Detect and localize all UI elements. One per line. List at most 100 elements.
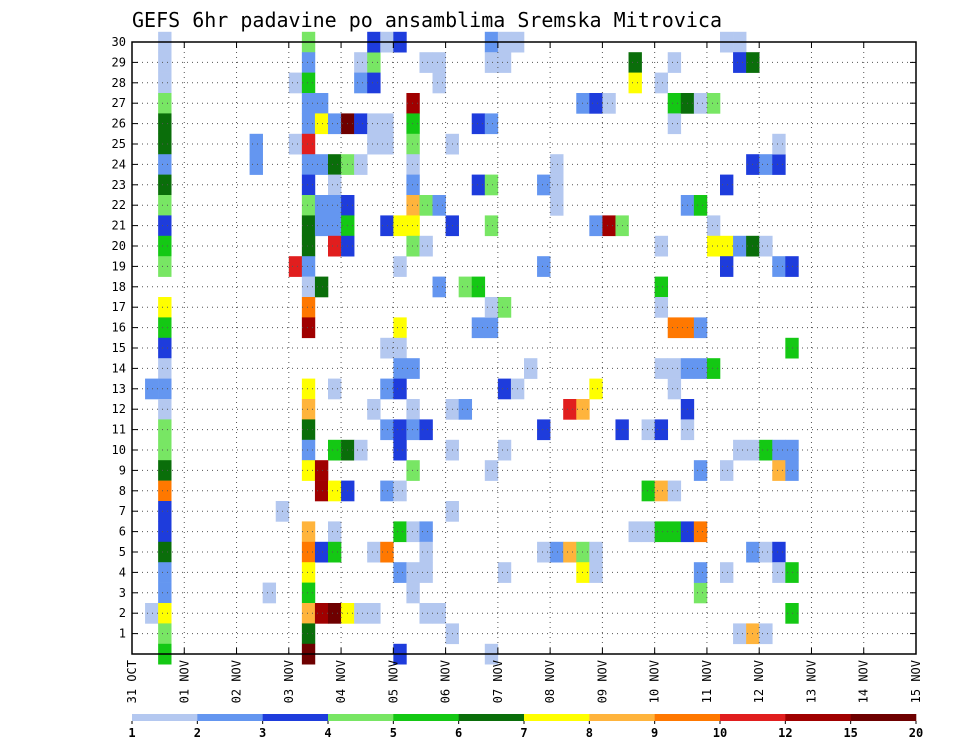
heatmap-cell	[354, 52, 368, 73]
heatmap-cell	[158, 501, 172, 522]
heatmap-cell	[406, 521, 420, 543]
heatmap-cell	[158, 603, 172, 624]
heatmap-cell	[328, 603, 342, 624]
heatmap-cell	[314, 541, 329, 563]
heatmap-cell	[693, 195, 708, 216]
y-tick-label: 29	[112, 55, 126, 69]
heatmap-cell	[301, 562, 316, 583]
heatmap-cell	[328, 480, 342, 502]
heatmap-cell	[393, 337, 407, 359]
x-tick-label: 06 NOV	[439, 660, 453, 703]
heatmap-cell	[406, 419, 420, 441]
heatmap-cell	[393, 215, 407, 237]
heatmap-cell	[393, 562, 407, 583]
heatmap-cell	[654, 419, 669, 441]
colorbar-swatch	[458, 714, 525, 721]
colorbar-label: 5	[390, 726, 397, 740]
heatmap-cell	[432, 72, 446, 94]
heatmap-cell	[158, 337, 172, 359]
heatmap-cell	[314, 480, 329, 502]
colorbar-label: 4	[324, 726, 331, 740]
heatmap-cell	[393, 378, 407, 400]
heatmap-cell	[367, 399, 381, 420]
heatmap-cell	[406, 195, 420, 216]
heatmap-cell	[432, 195, 446, 216]
heatmap-cell	[145, 603, 159, 624]
heatmap-cell	[393, 521, 407, 543]
heatmap-cell	[393, 480, 407, 502]
heatmap-cell	[628, 52, 642, 73]
heatmap-cell	[497, 52, 512, 73]
heatmap-cell	[158, 174, 172, 196]
heatmap-cell	[380, 133, 394, 155]
heatmap-cell	[328, 154, 342, 175]
heatmap-cell	[759, 541, 773, 563]
heatmap-cell	[301, 541, 316, 563]
heatmap-cell	[484, 460, 499, 481]
heatmap-cell	[380, 113, 394, 135]
heatmap-cell	[497, 297, 512, 318]
heatmap-cell	[563, 399, 577, 420]
heatmap-cell	[693, 93, 708, 114]
heatmap-cell	[667, 378, 682, 400]
colorbar-swatch	[785, 714, 851, 721]
heatmap-cell	[158, 154, 172, 175]
heatmap-cell	[328, 113, 342, 135]
heatmap-cell	[158, 93, 172, 114]
heatmap-cell	[772, 256, 786, 277]
heatmap-cell	[393, 317, 407, 339]
heatmap-cell	[314, 460, 329, 481]
heatmap-cell	[328, 541, 342, 563]
y-tick-label: 16	[112, 321, 126, 335]
heatmap-cell	[406, 133, 420, 155]
heatmap-cell	[667, 480, 682, 502]
y-tick-label: 28	[112, 76, 126, 90]
heatmap-cell	[367, 113, 381, 135]
heatmap-cell	[406, 460, 420, 481]
heatmap-cell	[733, 439, 747, 461]
x-tick-label: 11 NOV	[700, 660, 714, 703]
colorbar-label: 15	[843, 726, 857, 740]
heatmap-cell	[301, 317, 316, 339]
heatmap-cell	[471, 317, 486, 339]
heatmap-cell	[288, 256, 303, 277]
heatmap-cell	[314, 603, 329, 624]
y-tick-label: 12	[112, 402, 126, 416]
heatmap-cell	[393, 256, 407, 277]
heatmap-cell	[406, 215, 420, 237]
x-axis-ticks: 31 OCT 01 NOV 02 NOV 03 NOV 04 NOV 05 NOV 06 N…	[125, 42, 923, 703]
heatmap-cell	[301, 154, 316, 175]
heatmap-cell	[380, 541, 394, 563]
heatmap-cell	[158, 562, 172, 583]
heatmap-cell	[419, 195, 433, 216]
heatmap-cell	[380, 419, 394, 441]
heatmap-cell	[262, 582, 277, 604]
y-tick-label: 5	[119, 545, 126, 559]
heatmap-cell	[550, 154, 564, 175]
x-tick-label: 31 OCT	[125, 660, 139, 703]
heatmap-cell	[354, 439, 368, 461]
colorbar-swatch	[197, 714, 263, 721]
heatmap-cell	[419, 235, 433, 257]
heatmap-cell	[158, 623, 172, 645]
x-tick-label: 02 NOV	[230, 660, 244, 703]
heatmap-cell	[693, 460, 708, 481]
heatmap-cell	[406, 154, 420, 175]
y-tick-label: 11	[112, 423, 126, 437]
y-tick-label: 21	[112, 219, 126, 233]
heatmap-cell	[720, 256, 734, 277]
heatmap-cell	[158, 460, 172, 481]
heatmap-cell	[419, 419, 433, 441]
heatmap-cell	[406, 358, 420, 379]
heatmap-cell	[772, 562, 786, 583]
heatmap-cell	[693, 521, 708, 543]
heatmap-cell	[314, 113, 329, 135]
y-tick-label: 7	[119, 504, 126, 518]
heatmap-cell	[393, 358, 407, 379]
heatmap-cell	[419, 562, 433, 583]
x-tick-label: 08 NOV	[543, 660, 557, 703]
x-tick-label: 15 NOV	[909, 660, 923, 703]
heatmap-cell	[706, 215, 721, 237]
y-tick-label: 26	[112, 117, 126, 131]
y-tick-label: 14	[112, 361, 126, 375]
